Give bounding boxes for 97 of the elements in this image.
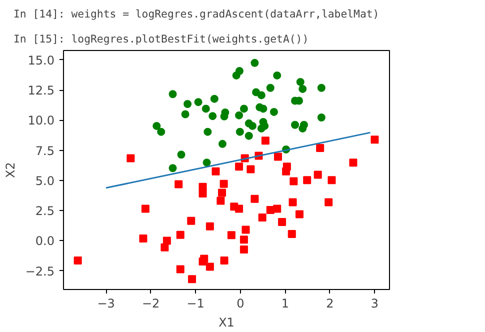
point	[212, 167, 220, 176]
point	[258, 214, 266, 222]
point	[246, 165, 255, 174]
point	[235, 111, 244, 120]
point	[296, 78, 304, 86]
point	[126, 154, 135, 162]
point	[206, 262, 214, 271]
point	[259, 104, 268, 113]
point	[216, 196, 225, 205]
text: In [14]: weights = logRegres.gradAscent(dataArr,labelMat)	[14, 8, 380, 20]
point	[188, 275, 196, 284]
point	[218, 140, 226, 148]
point	[218, 188, 226, 197]
point	[240, 236, 248, 244]
y-tick-label: 10.0	[28, 114, 54, 128]
point	[266, 84, 274, 92]
point	[257, 91, 266, 100]
point	[324, 198, 333, 206]
point	[204, 128, 212, 136]
point	[157, 128, 166, 136]
x-tick-label: 0	[236, 296, 244, 310]
x-tick-label: 2	[326, 296, 334, 310]
point	[282, 167, 290, 176]
point	[261, 136, 270, 145]
point	[288, 198, 297, 206]
point	[370, 136, 379, 144]
point	[74, 256, 82, 264]
point	[240, 245, 248, 254]
y-tick-label: 15.0	[28, 53, 54, 68]
y-tick-label: 5.0	[35, 174, 55, 188]
point	[288, 230, 296, 238]
point	[139, 234, 148, 243]
x-axis-title: X1	[218, 316, 234, 330]
point	[248, 122, 256, 130]
point	[290, 177, 298, 186]
point	[250, 194, 259, 203]
y-tick-label: 12.5	[28, 84, 54, 98]
point	[198, 258, 207, 266]
point	[244, 132, 253, 140]
point	[328, 176, 336, 184]
point	[250, 58, 259, 67]
point	[298, 84, 307, 93]
y-tick-label: 0.0	[35, 234, 55, 248]
point	[274, 152, 282, 161]
point	[176, 230, 184, 239]
point	[177, 150, 186, 159]
point	[295, 210, 304, 218]
point	[220, 180, 228, 188]
x-tick-label: 1	[281, 296, 289, 310]
point	[187, 216, 196, 225]
point	[174, 180, 183, 188]
y-tick-label: −2.5	[25, 264, 54, 278]
point	[273, 204, 282, 213]
point	[316, 144, 324, 152]
y-axis-title: X2	[3, 162, 18, 178]
point	[349, 158, 358, 167]
point	[291, 120, 300, 129]
point	[273, 71, 282, 80]
point	[160, 243, 169, 252]
point	[162, 236, 171, 245]
point	[202, 104, 210, 113]
point	[208, 112, 217, 120]
point	[235, 162, 244, 171]
x-tick-label: −2	[142, 296, 160, 310]
point	[278, 218, 286, 226]
point	[270, 108, 278, 116]
point	[181, 110, 190, 118]
point	[168, 90, 177, 98]
x-tick-label: 3	[370, 296, 379, 310]
x-tick-label: −3	[97, 296, 115, 310]
point	[198, 189, 207, 198]
point	[141, 204, 150, 213]
point	[184, 100, 192, 108]
y-tick-label: 7.5	[35, 144, 55, 158]
point	[202, 158, 211, 167]
point	[152, 122, 161, 130]
point	[232, 71, 240, 80]
point	[194, 98, 202, 106]
point	[206, 222, 214, 230]
point	[210, 94, 218, 103]
point	[236, 128, 244, 136]
point	[317, 114, 326, 122]
point	[317, 84, 326, 92]
point	[168, 164, 177, 172]
point	[303, 176, 312, 184]
text: In [15]: logRegres.plotBestFit(weights.getA())	[14, 32, 309, 46]
point	[257, 124, 266, 132]
point	[314, 170, 322, 179]
y-tick-label: 2.5	[35, 204, 55, 218]
point	[220, 256, 228, 264]
point	[298, 124, 307, 132]
point	[227, 231, 236, 240]
x-tick-label: −1	[186, 296, 204, 310]
point	[235, 204, 244, 213]
point	[176, 265, 184, 274]
point	[240, 104, 248, 113]
point	[242, 226, 250, 234]
